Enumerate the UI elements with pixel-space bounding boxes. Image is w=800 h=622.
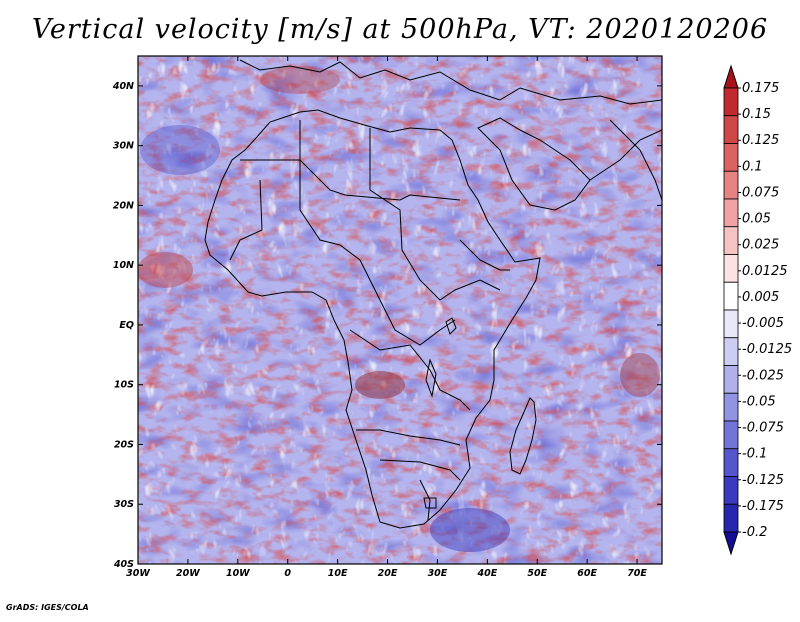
colorbar-bin (723, 503, 739, 533)
colorbar-label: -0.0125 (742, 342, 792, 357)
lon-tick-label: 40E (476, 568, 497, 579)
lon-tick-label: 60E (577, 568, 597, 579)
colorbar-label: 0.15 (742, 107, 771, 122)
colorbar-bin (723, 87, 739, 117)
colorbar-bin (723, 365, 739, 394)
lat-tick-label: 30S (114, 499, 134, 510)
lat-tick-label: 40S (113, 559, 134, 570)
lon-tick-label: 30W (126, 568, 150, 579)
colorbar-bin (723, 420, 739, 450)
colorbar: 0.175 0.15 0.125 0.1 0.075 0.05 0.025 0.0125 0.0… (723, 64, 792, 556)
colorbar-bin (723, 281, 739, 311)
lon-tick-label: 70E (627, 568, 647, 579)
colorbar-label: 0.125 (742, 133, 779, 148)
lat-tick-label: 40N (112, 81, 134, 92)
colorbar-bin (723, 143, 739, 172)
map-frame (137, 55, 663, 565)
colorbar-bin (723, 476, 739, 505)
velocity-field (138, 56, 662, 564)
credit-text: GrADS: IGES/COLA (6, 603, 89, 612)
colorbar-label: -0.005 (742, 316, 784, 331)
lon-tick-label: 10W (226, 568, 250, 579)
lon-tick-label: 10E (328, 568, 348, 579)
lat-tick-label: EQ (119, 320, 134, 331)
colorbar-label: -0.175 (742, 499, 784, 514)
colorbar-bin (723, 226, 739, 255)
colorbar-label: 0.075 (742, 185, 779, 200)
africa-coastline (204, 109, 541, 529)
colorbar-label: 0.0125 (742, 264, 788, 279)
lat-tick-label: 10N (113, 260, 134, 271)
colorbar-label: -0.2 (742, 525, 767, 540)
colorbar-label: -0.025 (742, 368, 784, 383)
colorbar-top-arrow (723, 64, 739, 89)
lon-tick-label: 0 (284, 568, 291, 579)
colorbar-bin (723, 448, 739, 477)
colorbar-bin (723, 337, 739, 366)
colorbar-label: -0.05 (742, 394, 776, 409)
lon-tick-label: 50E (527, 568, 547, 579)
colorbar-label: -0.075 (742, 421, 784, 436)
colorbar-label: -0.1 (742, 447, 767, 462)
lat-tick-label: 10S (114, 380, 134, 391)
colorbar-bin (723, 198, 739, 228)
colorbar-label: 0.025 (742, 238, 779, 253)
colorbar-label: 0.005 (742, 290, 779, 305)
colorbar-label: 0.175 (742, 81, 779, 96)
colorbar-label: 0.05 (742, 212, 771, 227)
lon-tick-label: 30E (428, 568, 448, 579)
madagascar-coastline (509, 397, 537, 475)
lat-tick-label: 20S (114, 439, 134, 450)
lon-tick-label: 20E (378, 568, 398, 579)
colorbar-bin (723, 254, 739, 283)
colorbar-label: -0.125 (742, 473, 784, 488)
coastlines (204, 59, 662, 529)
colorbar-label: 0.1 (742, 159, 763, 174)
colorbar-bin (723, 170, 739, 200)
map-title: Vertical velocity [m/s] at 500hPa, VT: 2… (31, 14, 769, 45)
colorbar-bin (723, 115, 739, 144)
colorbar-bin (723, 309, 739, 339)
lat-tick-label: 30N (113, 141, 134, 152)
lon-tick-label: 20W (176, 568, 200, 579)
colorbar-bottom-arrow (723, 531, 739, 556)
lat-tick-label: 20N (113, 200, 134, 211)
colorbar-bin (723, 392, 739, 422)
